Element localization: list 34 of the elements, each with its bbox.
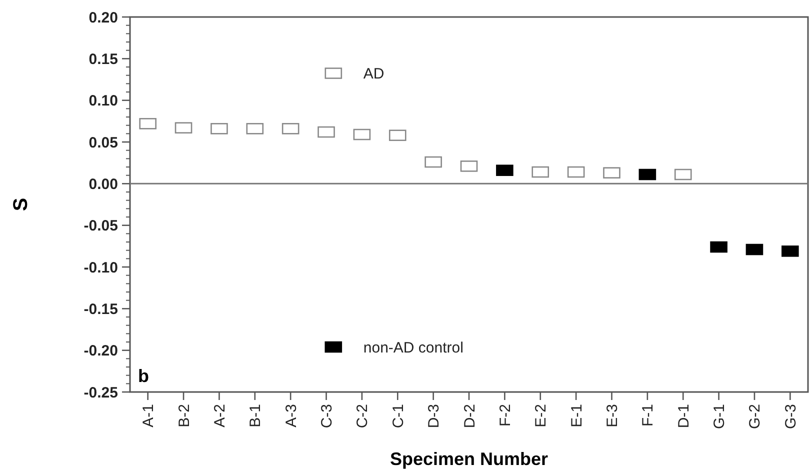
y-tick-label: -0.10 [84, 259, 118, 276]
y-tick-label: 0.20 [88, 9, 118, 26]
legend-label: AD [363, 66, 384, 82]
legend-label: non-AD control [363, 339, 464, 356]
x-tick-label: D-3 [426, 404, 443, 428]
y-axis-title: S [10, 198, 32, 212]
y-tick-label: 0.15 [88, 50, 118, 68]
x-tick-label: A-1 [140, 404, 158, 428]
x-tick-label: D-1 [675, 404, 692, 428]
x-tick-label: D-2 [461, 404, 478, 428]
x-tick-label: E-1 [568, 404, 586, 428]
annotation: b [138, 366, 149, 386]
y-tick-label: 0.05 [88, 134, 118, 152]
x-tick-label: A-2 [211, 404, 228, 428]
x-tick-label: F-1 [640, 404, 657, 426]
x-tick-label: B-2 [176, 404, 193, 428]
x-axis-title: Specimen Number [390, 449, 548, 469]
y-tick-label: 0.10 [88, 92, 118, 110]
x-tick-label: G-2 [746, 404, 764, 430]
y-tick-label: -0.15 [84, 300, 118, 318]
x-tick-label: G-1 [711, 404, 728, 430]
y-tick-label: -0.25 [84, 384, 118, 402]
x-tick-label: A-3 [282, 404, 300, 428]
x-tick-label: B-1 [247, 404, 264, 428]
x-tick-label: C-1 [390, 404, 407, 428]
y-tick-label: -0.05 [84, 218, 118, 235]
y-tick-label: 0.00 [88, 176, 118, 193]
x-tick-label: E-3 [604, 404, 621, 428]
x-tick-label: G-3 [782, 404, 800, 430]
x-tick-label: C-2 [354, 404, 372, 428]
x-tick-label: E-2 [532, 404, 550, 428]
y-tick-label: -0.20 [84, 342, 118, 360]
x-tick-label: F-2 [496, 404, 514, 426]
x-tick-label: C-3 [318, 404, 336, 428]
